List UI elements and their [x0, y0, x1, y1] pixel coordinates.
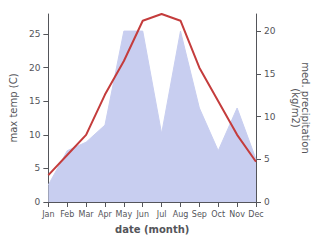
svg-text:Jul: Jul [156, 210, 167, 219]
svg-text:5: 5 [35, 163, 41, 173]
svg-text:Jun: Jun [135, 210, 149, 219]
svg-text:Mar: Mar [79, 210, 95, 219]
svg-text:Dec: Dec [248, 210, 263, 219]
svg-text:date (month): date (month) [115, 224, 189, 235]
svg-text:10: 10 [264, 112, 276, 122]
svg-text:0: 0 [264, 197, 270, 207]
svg-text:10: 10 [29, 130, 41, 140]
svg-text:Feb: Feb [60, 210, 74, 219]
svg-text:Jan: Jan [41, 210, 54, 219]
svg-text:May: May [116, 210, 133, 219]
svg-text:med. precipitation: med. precipitation [299, 62, 311, 154]
svg-text:25: 25 [29, 29, 40, 39]
svg-text:Aug: Aug [173, 210, 189, 219]
svg-text:20: 20 [29, 63, 41, 73]
svg-text:Nov: Nov [229, 210, 245, 219]
svg-text:15: 15 [29, 96, 40, 106]
svg-text:15: 15 [264, 69, 275, 79]
svg-text:5: 5 [264, 154, 270, 164]
svg-text:max temp (C): max temp (C) [8, 73, 19, 142]
svg-text:20: 20 [264, 26, 276, 36]
svg-text:Apr: Apr [98, 210, 113, 219]
svg-text:(kg/m2): (kg/m2) [290, 88, 301, 128]
svg-text:0: 0 [35, 197, 41, 207]
svg-text:Oct: Oct [211, 210, 225, 219]
svg-text:Sep: Sep [192, 210, 207, 219]
